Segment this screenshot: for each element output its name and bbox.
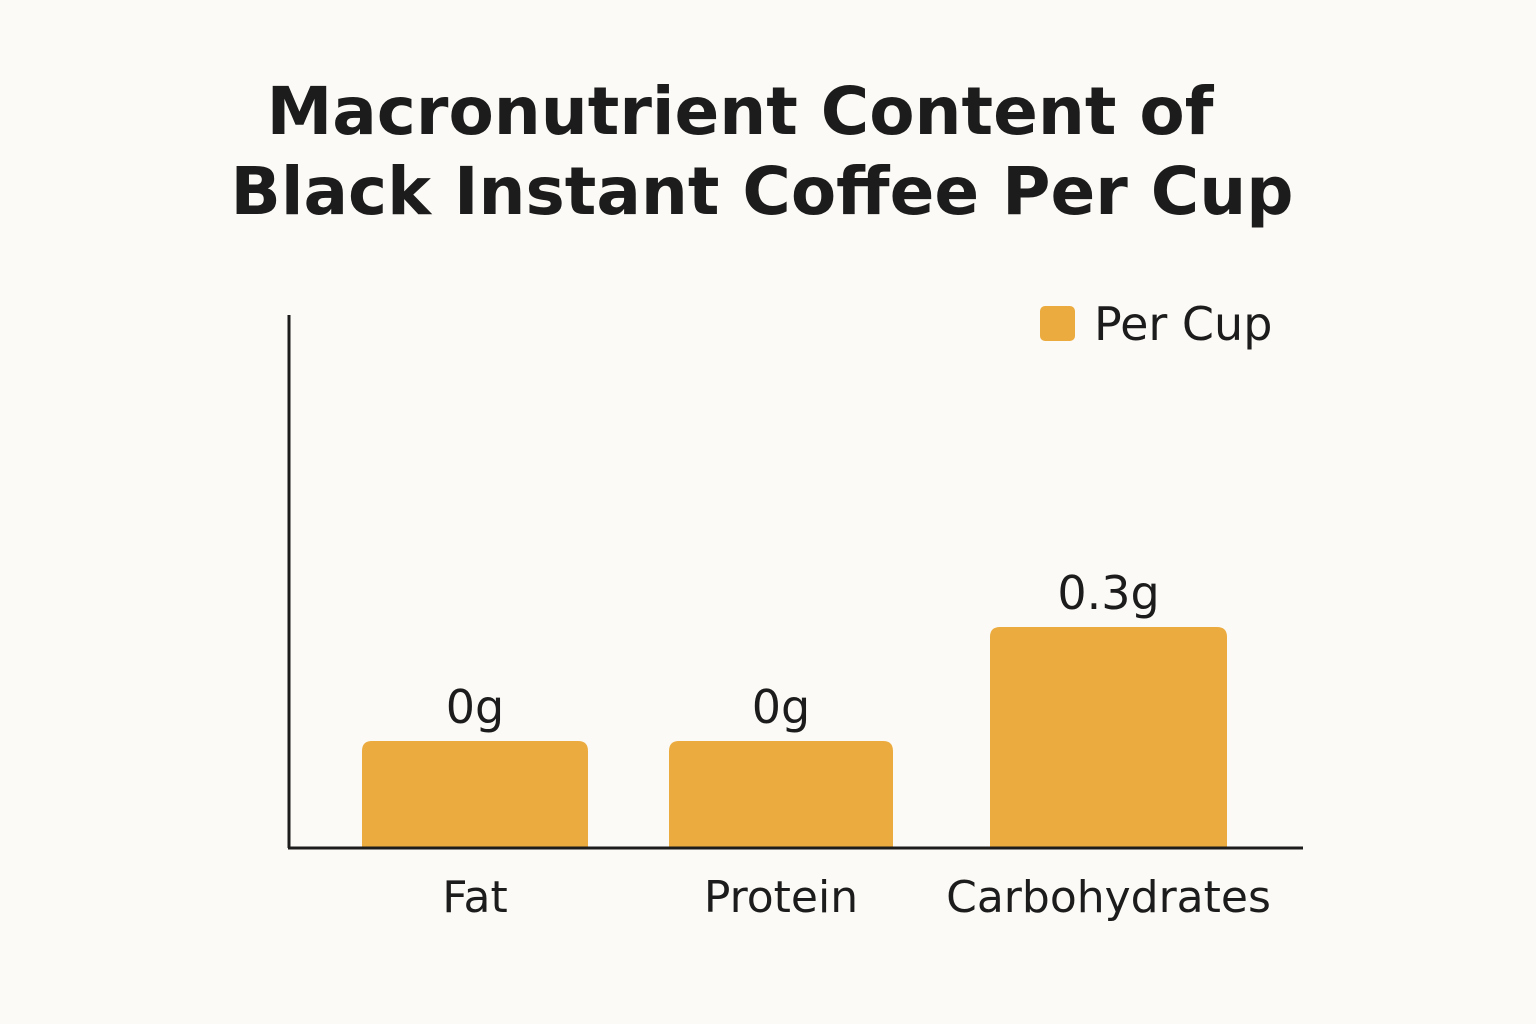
bars: 0g Fat 0g Protein 0.3g Carbohydrates (362, 566, 1271, 923)
legend: Per Cup (1040, 297, 1272, 351)
data-label-fat: 0g (446, 680, 504, 734)
legend-label: Per Cup (1094, 297, 1272, 351)
bar-carbohydrates (990, 627, 1227, 847)
bar-fat (362, 741, 588, 847)
chart-title-line-2: Black Instant Coffee Per Cup (231, 153, 1294, 230)
x-tick-label-carbohydrates: Carbohydrates (946, 872, 1271, 923)
legend-swatch (1040, 306, 1075, 341)
data-label-protein: 0g (752, 680, 810, 734)
x-tick-label-protein: Protein (704, 872, 858, 923)
data-label-carbohydrates: 0.3g (1057, 566, 1159, 620)
chart-title-line-1: Macronutrient Content of (267, 73, 1215, 150)
bar-protein (669, 741, 893, 847)
x-tick-label-fat: Fat (442, 872, 507, 923)
